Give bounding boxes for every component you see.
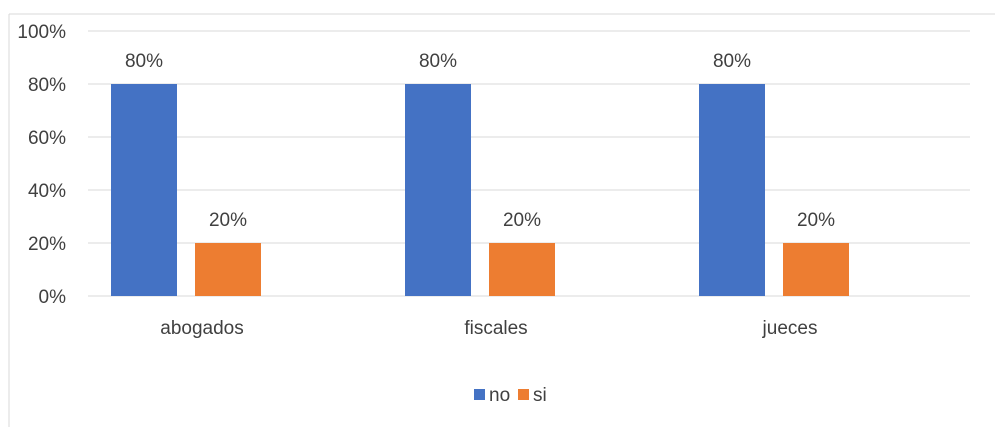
- bar-si-jueces: [783, 243, 849, 296]
- legend: no si: [474, 385, 547, 406]
- x-axis-categories: abogados fiscales jueces: [160, 318, 817, 339]
- legend-label-no: no: [489, 385, 510, 406]
- y-tick-label: 40%: [28, 181, 66, 202]
- bars: [111, 84, 849, 296]
- bar-no-jueces: [699, 84, 765, 296]
- category-label-abogados: abogados: [160, 318, 243, 339]
- data-labels: 80% 20% 80% 20% 80% 20%: [125, 51, 835, 231]
- y-axis-ticks: 0% 20% 40% 60% 80% 100%: [17, 22, 66, 308]
- legend-label-si: si: [533, 385, 547, 406]
- category-label-jueces: jueces: [762, 318, 818, 339]
- chart-frame-border: [8, 13, 995, 427]
- category-label-fiscales: fiscales: [464, 318, 527, 339]
- legend-swatch-si: [518, 389, 529, 400]
- bar-no-fiscales: [405, 84, 471, 296]
- data-label-no-fiscales: 80%: [419, 51, 457, 72]
- bar-si-fiscales: [489, 243, 555, 296]
- y-tick-label: 100%: [17, 22, 66, 43]
- bar-si-abogados: [195, 243, 261, 296]
- data-label-no-jueces: 80%: [713, 51, 751, 72]
- y-tick-label: 60%: [28, 128, 66, 149]
- y-tick-label: 80%: [28, 75, 66, 96]
- y-tick-label: 0%: [39, 287, 67, 308]
- data-label-no-abogados: 80%: [125, 51, 163, 72]
- data-label-si-fiscales: 20%: [503, 210, 541, 231]
- y-tick-label: 20%: [28, 234, 66, 255]
- data-label-si-abogados: 20%: [209, 210, 247, 231]
- bar-no-abogados: [111, 84, 177, 296]
- legend-swatch-no: [474, 389, 485, 400]
- data-label-si-jueces: 20%: [797, 210, 835, 231]
